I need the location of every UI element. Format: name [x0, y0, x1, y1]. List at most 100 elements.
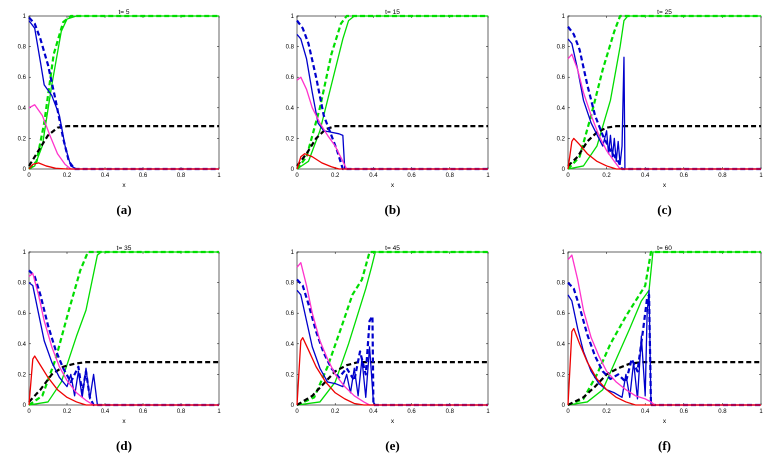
series-line-3 [567, 125, 761, 167]
chart-panel-3: 0 0.2 0.4 0.6 0.8 1 0 0.2 0.4 0.6 0.8 1 t= 25 x (c) [557, 9, 764, 217]
series-line-2 [28, 250, 219, 406]
y-tick-label: 0.6 [18, 75, 27, 81]
series-line-2 [28, 14, 219, 170]
y-tick-label: 0 [23, 167, 27, 173]
x-tick-label: 1 [217, 173, 221, 179]
series-line-1 [28, 251, 219, 406]
series-line-2 [296, 14, 488, 170]
series-line-6 [28, 272, 219, 406]
y-tick-label: 0.6 [286, 75, 295, 81]
series-line-1 [28, 15, 219, 170]
panel-caption: (e) [385, 438, 399, 453]
y-tick-label: 0.8 [286, 281, 295, 287]
y-tick-label: 0.4 [557, 342, 566, 348]
chart-panel-2: 0 0.2 0.4 0.6 0.8 1 0 0.2 0.4 0.6 0.8 1 t= 15 x (b) [286, 9, 491, 217]
x-tick-label: 0.4 [641, 409, 650, 415]
x-tick-label: 0.8 [177, 173, 186, 179]
series-line-1 [296, 251, 488, 406]
x-tick-label: 0.2 [602, 409, 611, 415]
series-line-4 [28, 20, 219, 170]
series-line-7 [567, 137, 761, 170]
chart-title: t= 35 [117, 245, 132, 252]
series-line-5 [296, 19, 488, 171]
x-tick-label: 0 [295, 409, 299, 415]
chart-panel-6: 0 0.2 0.4 0.6 0.8 1 0 0.2 0.4 0.6 0.8 1 t= 60 x (f) [557, 245, 764, 453]
axes-box [28, 15, 220, 170]
chart-title: t= 60 [657, 245, 672, 252]
series-line-7 [567, 327, 761, 406]
x-tick-label: 1 [759, 409, 763, 415]
series-line-4 [296, 289, 488, 406]
series-line-1 [567, 251, 761, 406]
y-tick-label: 0.2 [18, 136, 27, 142]
x-tick-label: 0 [27, 173, 31, 179]
y-tick-label: 0.8 [286, 45, 295, 51]
series-line-5 [567, 26, 761, 171]
x-tick-label: 0.4 [641, 173, 650, 179]
y-tick-label: 1 [23, 250, 27, 256]
x-tick-label: 1 [486, 173, 490, 179]
y-tick-label: 0 [291, 403, 295, 409]
series-line-2 [296, 250, 488, 407]
panel-caption: (d) [116, 438, 132, 453]
series-line-7 [28, 162, 219, 170]
y-tick-label: 0.2 [286, 136, 295, 142]
x-axis-label: x [391, 418, 395, 425]
chart-title: t= 15 [385, 9, 400, 16]
x-axis-label: x [663, 182, 667, 189]
axes-box [28, 251, 220, 406]
axes-box [296, 15, 489, 170]
series-line-6 [28, 104, 219, 170]
y-tick-label: 1 [291, 250, 295, 256]
y-tick-label: 0.8 [557, 45, 566, 51]
x-tick-label: 0.8 [446, 173, 455, 179]
x-tick-label: 0.6 [680, 409, 689, 415]
x-tick-label: 0.6 [139, 173, 148, 179]
series-line-3 [28, 361, 219, 403]
x-tick-label: 0.6 [407, 173, 416, 179]
y-tick-label: 0.2 [18, 372, 27, 378]
series-line-5 [28, 16, 219, 171]
y-tick-label: 0.4 [286, 106, 295, 112]
x-tick-label: 0 [566, 409, 570, 415]
y-tick-label: 0.4 [18, 342, 27, 348]
series-line-5 [296, 278, 488, 407]
panel-caption: (f) [658, 438, 671, 453]
y-tick-label: 0.2 [557, 136, 566, 142]
x-tick-label: 0.6 [680, 173, 689, 179]
y-tick-label: 0.2 [286, 372, 295, 378]
y-tick-label: 0.8 [18, 281, 27, 287]
series-line-4 [567, 289, 761, 406]
series-line-7 [296, 153, 488, 170]
series-line-7 [296, 337, 488, 406]
x-tick-label: 0 [295, 173, 299, 179]
x-tick-label: 0 [566, 173, 570, 179]
x-tick-label: 1 [759, 173, 763, 179]
series-line-6 [567, 254, 761, 406]
y-tick-label: 0.8 [18, 45, 27, 51]
x-tick-label: 0.8 [446, 409, 455, 415]
x-axis-label: x [391, 182, 395, 189]
chart-panel-5: 0 0.2 0.4 0.6 0.8 1 0 0.2 0.4 0.6 0.8 1 t= 45 x (e) [286, 245, 491, 453]
y-tick-label: 0 [291, 167, 295, 173]
y-tick-label: 0.6 [557, 75, 566, 81]
x-tick-label: 0.2 [331, 173, 340, 179]
series-line-4 [567, 38, 761, 170]
series-line-2 [567, 14, 761, 170]
x-tick-label: 0.8 [177, 409, 186, 415]
x-axis-label: x [122, 182, 126, 189]
series-line-7 [28, 355, 219, 406]
series-line-4 [28, 282, 219, 406]
y-tick-label: 0.4 [557, 106, 566, 112]
axes-box [567, 251, 762, 406]
chart-title: t= 5 [118, 9, 129, 16]
y-tick-label: 0 [562, 403, 566, 409]
y-tick-label: 0.2 [557, 372, 566, 378]
chart-title: t= 45 [385, 245, 400, 252]
series-line-2 [567, 250, 761, 407]
x-tick-label: 0.8 [718, 409, 727, 415]
series-line-6 [296, 76, 488, 170]
y-tick-label: 1 [291, 14, 295, 20]
series-line-3 [296, 125, 488, 167]
